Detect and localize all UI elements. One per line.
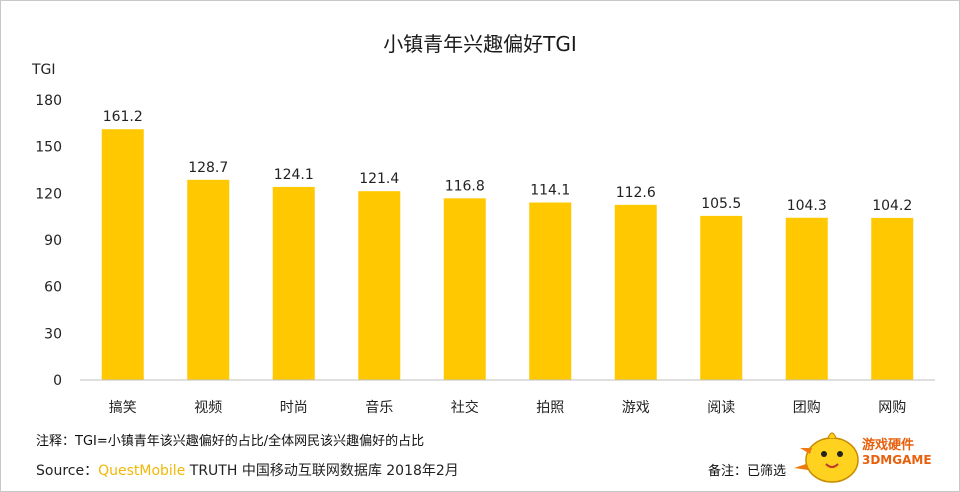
bar [529, 202, 572, 380]
x-tick-label: 音乐 [365, 399, 393, 416]
remark-text: 备注：已筛选 [708, 464, 787, 479]
x-tick-label: 阅读 [707, 399, 735, 416]
bar-data-labels: 161.2 128.7 124.1 121.4 116.8 114.1 112.6 105.5… [103, 109, 913, 214]
bar-data-label: 121.4 [359, 171, 399, 187]
source-prefix: Source： [36, 463, 99, 479]
bar-data-label: 116.8 [445, 178, 485, 194]
bar [358, 191, 401, 380]
bar [785, 217, 828, 380]
y-tick-label: 0 [53, 373, 62, 389]
bar-data-label: 128.7 [188, 160, 228, 176]
bar-data-label: 112.6 [616, 185, 656, 201]
y-tick-label: 180 [35, 93, 62, 109]
bar-data-label: 161.2 [103, 109, 143, 125]
bar [614, 204, 657, 380]
x-tick-label: 游戏 [622, 400, 650, 416]
category-labels: 搞笑 视频 时尚 音乐 社交 拍照 游戏 阅读 团购 网购 [109, 399, 907, 416]
x-tick-label: 拍照 [536, 400, 564, 416]
chick-mascot-icon [794, 432, 859, 483]
y-tick-label: 30 [44, 326, 62, 342]
watermark-line2: 3DMGAME [862, 453, 932, 467]
source-brand: QuestMobile [98, 463, 186, 479]
footnote: 注释：TGI=小镇青年该兴趣偏好的占比/全体网民该兴趣偏好的占比 [36, 434, 425, 449]
x-tick-label: 网购 [878, 400, 906, 416]
chart-title: 小镇青年兴趣偏好TGI [383, 32, 577, 56]
watermark-text: 游戏硬件 3DMGAME [862, 438, 932, 468]
bar-data-label: 104.2 [872, 198, 912, 214]
source-detail: TRUTH 中国移动互联网数据库 2018年2月 [185, 463, 459, 479]
y-axis-ticks: 0 30 60 90 120 150 180 [35, 93, 62, 389]
bar-data-label: 114.1 [530, 183, 570, 199]
source-line: Source：QuestMobile TRUTH 中国移动互联网数据库 2018… [36, 460, 459, 480]
bar [443, 198, 486, 380]
y-tick-label: 150 [35, 140, 62, 156]
bar [700, 215, 743, 380]
y-tick-label: 90 [44, 233, 62, 249]
bar-data-label: 104.3 [787, 198, 827, 214]
y-tick-label: 60 [44, 280, 62, 296]
x-tick-label: 搞笑 [109, 400, 137, 416]
bar-data-label: 124.1 [274, 167, 314, 183]
x-tick-label: 社交 [451, 399, 479, 416]
x-tick-label: 团购 [793, 400, 821, 416]
watermark-line1: 游戏硬件 [862, 438, 915, 453]
bar [272, 186, 315, 380]
y-axis-label: TGI [32, 62, 56, 78]
x-tick-label: 视频 [194, 400, 222, 416]
bar [871, 217, 914, 380]
y-tick-label: 120 [35, 186, 62, 202]
x-tick-label: 时尚 [280, 400, 308, 416]
bar [101, 129, 144, 380]
bars [101, 129, 914, 380]
bar [187, 179, 230, 380]
bar-data-label: 105.5 [701, 196, 741, 212]
